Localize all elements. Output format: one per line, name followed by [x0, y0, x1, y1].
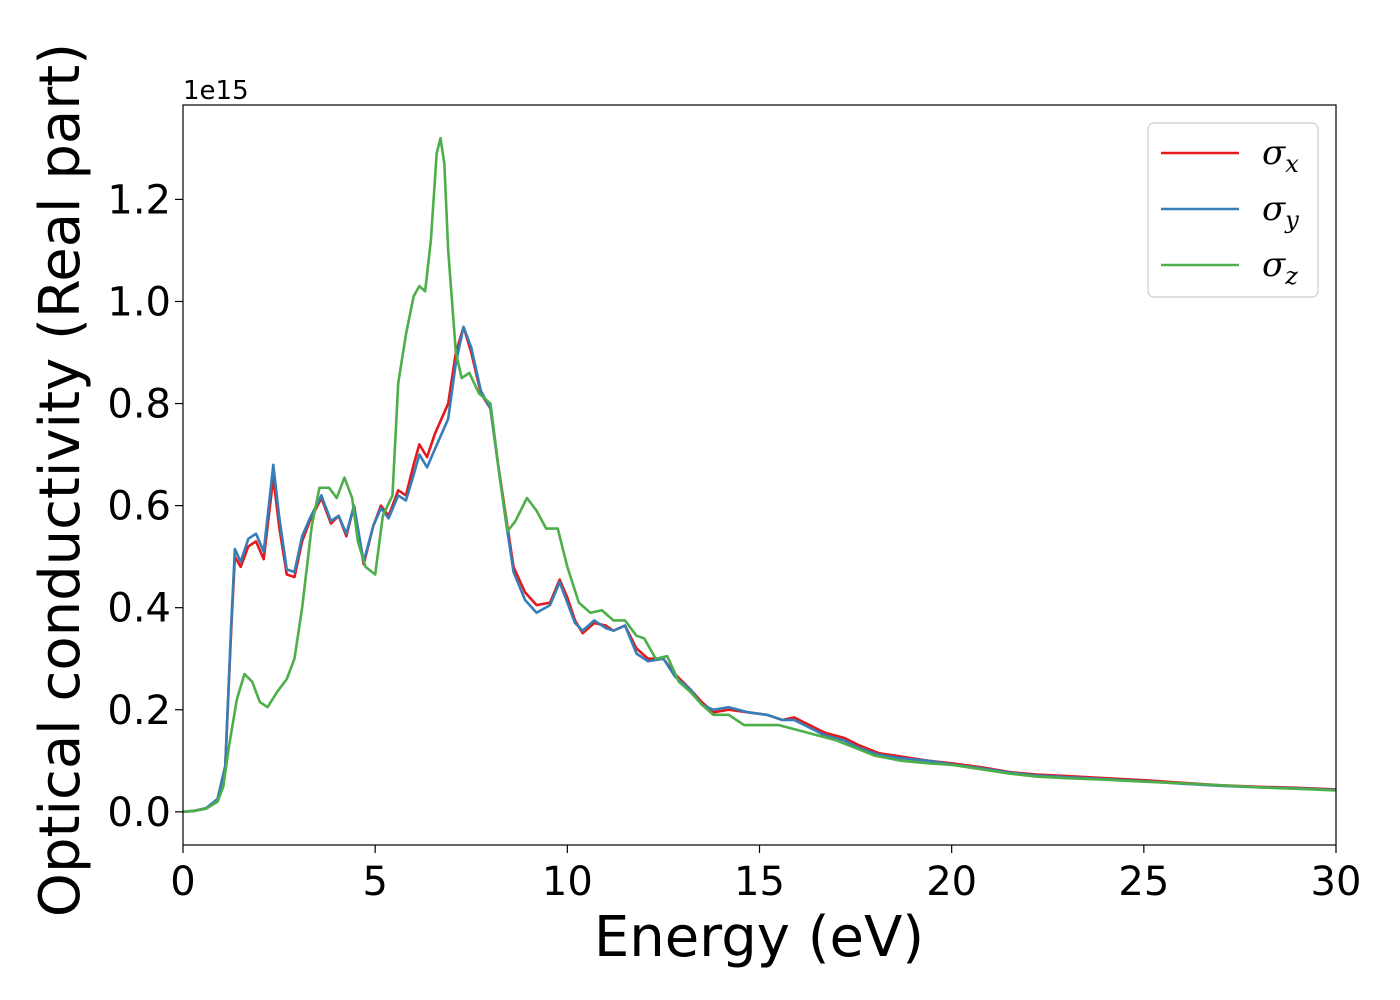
y-tick-label: 0.2 [107, 688, 171, 734]
y-tick-label: 0.0 [107, 790, 171, 836]
series-line-z [183, 136, 1336, 814]
x-tick-label: 25 [1118, 859, 1169, 905]
y-axis-label: Optical conductivity (Real part) [28, 43, 93, 917]
x-tick-label: 30 [1311, 859, 1362, 905]
x-tick-label: 15 [734, 859, 785, 905]
x-tick-label: 20 [926, 859, 977, 905]
legend-label-y: σy [1262, 189, 1299, 234]
series-lines [183, 136, 1336, 814]
legend-label-x: σx [1262, 133, 1299, 178]
legend-label-z: σz [1262, 245, 1298, 290]
x-tick-label: 10 [542, 859, 593, 905]
x-axis-label: Energy (eV) [594, 905, 924, 970]
x-tick-label: 5 [362, 859, 387, 905]
y-tick-label: 0.6 [107, 484, 171, 530]
y-axis-ticks: 0.0 0.2 0.4 0.6 0.8 1.0 1.2 [107, 177, 183, 836]
series-line-y [183, 325, 1336, 814]
y-offset-label: 1e15 [183, 76, 249, 106]
y-tick-label: 0.4 [107, 586, 171, 632]
x-axis-ticks: 0 5 10 15 20 25 30 [170, 845, 1361, 905]
legend: σx σy σz [1147, 122, 1319, 298]
x-tick-label: 0 [170, 859, 195, 905]
series-line-x [183, 325, 1336, 814]
y-tick-label: 1.2 [107, 177, 171, 223]
y-tick-label: 0.8 [107, 382, 171, 428]
y-tick-label: 1.0 [107, 279, 171, 325]
